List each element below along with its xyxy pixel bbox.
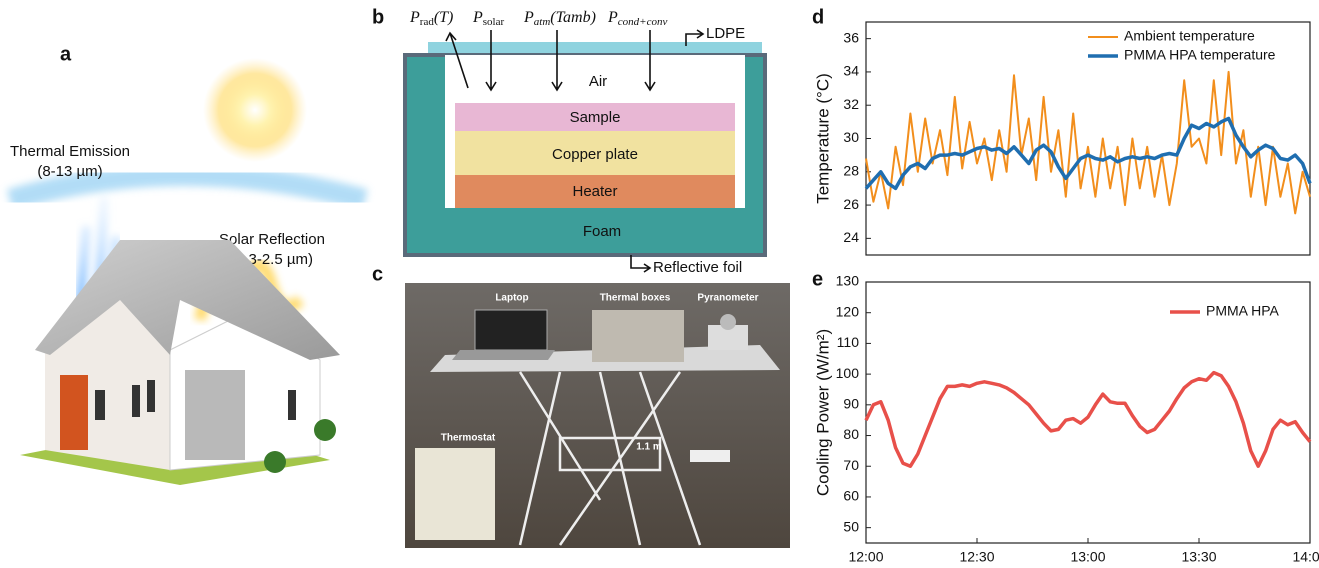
panel-b: b Prad(T) Psolar Patm(Tamb) Pcond+conv L… xyxy=(372,6,765,276)
thermal-range: (8-13 µm) xyxy=(37,163,102,180)
y-tick-label: 26 xyxy=(843,196,859,212)
y-tick-label: 24 xyxy=(843,229,859,245)
y-tick-label: 30 xyxy=(843,129,859,145)
flux-label: Psolar xyxy=(472,9,505,28)
ldpe-label: LDPE xyxy=(706,25,745,42)
flux-label: Pcond+conv xyxy=(607,9,667,28)
series-line xyxy=(866,373,1310,467)
y-tick-label: 120 xyxy=(836,303,860,319)
foam-label: Foam xyxy=(583,223,621,240)
panel-label: e xyxy=(812,268,823,290)
y-tick-label: 28 xyxy=(843,162,859,178)
photo-label: Laptop xyxy=(495,293,528,304)
x-tick-label: 12:00 xyxy=(848,549,883,565)
legend-label: PMMA HPA temperature xyxy=(1124,47,1276,63)
series-line xyxy=(866,119,1310,189)
panel-a: a Thermal Emission (8-13 µm) Solar Refle… xyxy=(10,43,365,485)
panel-label: d xyxy=(812,6,824,28)
photo-label: Pyranometer xyxy=(697,293,758,304)
y-tick-label: 32 xyxy=(843,96,859,112)
y-tick-label: 100 xyxy=(836,365,860,381)
legend-label: Ambient temperature xyxy=(1124,28,1255,44)
y-axis-label: Cooling Power (W/m²) xyxy=(813,329,832,496)
y-tick-label: 36 xyxy=(843,29,859,45)
panel-label: a xyxy=(60,43,72,65)
copper-label: Copper plate xyxy=(552,146,638,163)
thermal-label: Thermal Emission xyxy=(10,143,130,160)
y-tick-label: 70 xyxy=(843,457,859,473)
panel-c: c Laptop Thermal boxes Pyranometer Therm… xyxy=(372,263,790,548)
y-tick-label: 50 xyxy=(843,518,859,534)
y-tick-label: 110 xyxy=(837,334,860,350)
y-tick-label: 130 xyxy=(836,273,860,289)
x-tick-label: 13:00 xyxy=(1070,549,1105,565)
heater-label: Heater xyxy=(572,183,617,200)
photo-label: Thermal boxes xyxy=(600,293,671,304)
x-tick-label: 12:30 xyxy=(959,549,994,565)
photo-label: Thermostat xyxy=(441,433,496,444)
panel-label: c xyxy=(372,263,383,285)
y-tick-label: 34 xyxy=(843,63,859,79)
photo-label: 1.1 m xyxy=(636,442,662,453)
y-tick-label: 80 xyxy=(843,426,859,442)
foil-label: Reflective foil xyxy=(653,259,742,276)
x-tick-label: 14:00 xyxy=(1292,549,1319,565)
air-label: Air xyxy=(589,73,607,90)
legend-label: PMMA HPA xyxy=(1206,303,1280,319)
flux-label: Prad(T) xyxy=(409,9,453,28)
house xyxy=(20,240,340,485)
figure: a Thermal Emission (8-13 µm) Solar Refle… xyxy=(0,0,1319,568)
y-tick-label: 90 xyxy=(843,396,859,412)
series-line xyxy=(866,72,1310,214)
sample-label: Sample xyxy=(570,109,621,126)
panel-label: b xyxy=(372,6,384,28)
sun xyxy=(203,58,307,162)
y-axis-label: Temperature (°C) xyxy=(813,73,832,204)
x-tick-label: 13:30 xyxy=(1181,549,1216,565)
flux-label: Patm(Tamb) xyxy=(523,9,596,28)
y-tick-label: 60 xyxy=(843,488,859,504)
